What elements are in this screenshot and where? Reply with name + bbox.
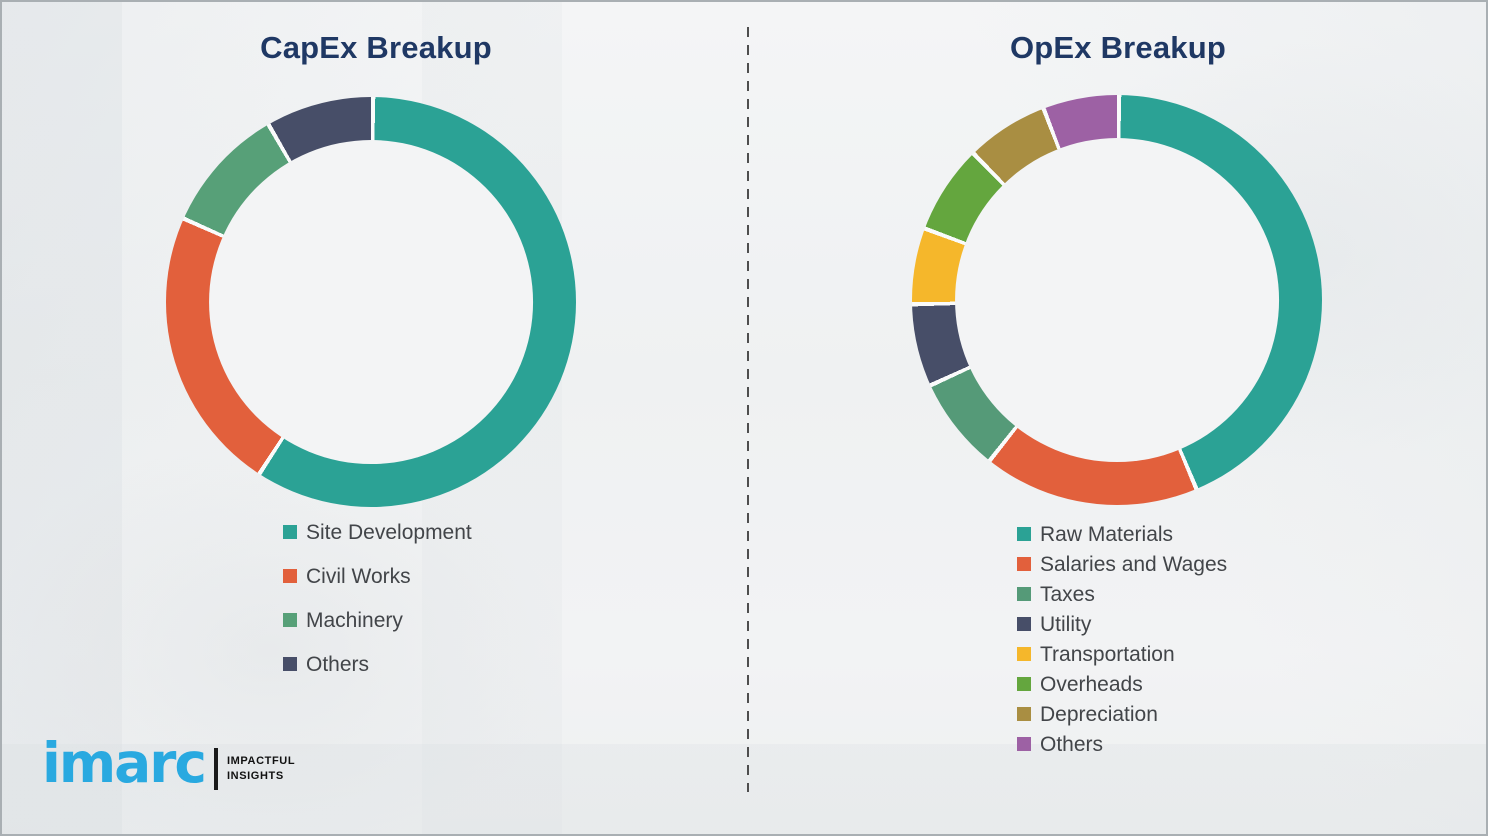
imarc-logo: imarc IMPACTFUL INSIGHTS [42,736,295,791]
legend-label: Others [1040,732,1104,756]
imarc-wordmark: imarc [42,731,207,795]
capex-legend: Site Development Civil Works Machinery O… [283,510,472,686]
logo-divider-bar [214,747,219,790]
legend-label: Depreciation [1040,702,1158,726]
legend-item-salaries-and-wages: Salaries and Wages [1017,549,1227,579]
opex-legend: Raw Materials Salaries and Wages Taxes U… [1017,519,1227,759]
legend-item-site-development: Site Development [283,510,472,554]
legend-swatch [283,613,297,627]
legend-label: Others [306,652,370,676]
legend-swatch [1017,527,1031,541]
legend-item-machinery: Machinery [283,598,472,642]
legend-label: Utility [1040,612,1092,636]
legend-swatch [1017,707,1031,721]
opex-donut-hole [955,138,1279,462]
legend-swatch [283,569,297,583]
legend-item-taxes: Taxes [1017,579,1227,609]
capex-donut-hole [209,140,533,464]
legend-swatch [1017,737,1031,751]
legend-item-depreciation: Depreciation [1017,699,1227,729]
legend-swatch [1017,677,1031,691]
legend-item-others-opex: Others [1017,729,1227,759]
opex-title: OpEx Breakup [1009,30,1227,65]
legend-swatch [1017,617,1031,631]
legend-label: Site Development [306,520,472,544]
legend-label: Salaries and Wages [1040,552,1228,576]
legend-label: Overheads [1040,672,1143,696]
logo-tagline-line1: IMPACTFUL [227,755,296,768]
logo-tagline: IMPACTFUL INSIGHTS [227,754,295,783]
legend-item-others-capex: Others [283,642,472,686]
legend-swatch [283,525,297,539]
legend-item-transportation: Transportation [1017,639,1227,669]
opex-donut-chart [912,95,1322,505]
legend-swatch [1017,647,1031,661]
dashed-divider [747,27,749,792]
legend-item-civil-works: Civil Works [283,554,472,598]
legend-swatch [1017,557,1031,571]
legend-label: Taxes [1040,582,1095,606]
legend-swatch [283,657,297,671]
legend-label: Machinery [306,608,403,632]
logo-tagline-line2: INSIGHTS [227,769,284,782]
legend-label: Transportation [1040,642,1175,666]
legend-item-utility: Utility [1017,609,1227,639]
legend-item-raw-materials: Raw Materials [1017,519,1227,549]
capex-title: CapEx Breakup [260,30,492,65]
capex-donut-chart [166,97,576,507]
legend-label: Raw Materials [1040,522,1174,546]
legend-label: Civil Works [306,564,411,588]
legend-item-overheads: Overheads [1017,669,1227,699]
legend-swatch [1017,587,1031,601]
